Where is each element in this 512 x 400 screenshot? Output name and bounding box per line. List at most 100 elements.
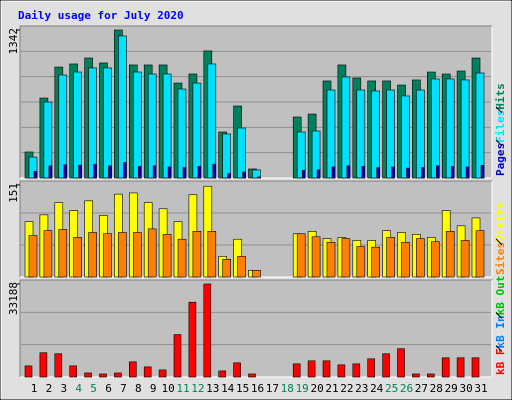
legend-entry: kB In [494, 315, 507, 348]
bar [391, 166, 395, 179]
x-tick-label: 21 [325, 382, 338, 395]
bar [167, 166, 172, 179]
bar [118, 232, 127, 278]
bar [138, 166, 142, 179]
bar [480, 165, 485, 179]
panel [19, 279, 493, 378]
bar [54, 353, 63, 378]
bar [307, 360, 316, 378]
bar [445, 231, 455, 278]
bar [475, 230, 485, 278]
x-tick-label: 4 [75, 382, 82, 395]
bar [84, 372, 92, 378]
bar [237, 255, 246, 278]
bar [103, 67, 112, 179]
bar [192, 82, 202, 179]
bar [311, 130, 321, 179]
bar [63, 164, 68, 179]
bar [192, 231, 202, 278]
bar [430, 241, 440, 278]
x-tick-label: 13 [206, 382, 219, 395]
bar [99, 373, 107, 378]
x-tick-label: 15 [236, 382, 249, 395]
bar [237, 127, 246, 179]
bar [426, 373, 435, 378]
bar [412, 373, 420, 378]
legend-separator [495, 238, 503, 246]
x-tick-label: 31 [474, 382, 487, 395]
bar [416, 89, 425, 179]
bar [441, 357, 450, 378]
bar [371, 246, 381, 278]
x-tick-label: 6 [105, 382, 112, 395]
bar [456, 357, 465, 378]
legend-entry: Sites [494, 242, 507, 275]
bar [173, 334, 182, 378]
bar [58, 229, 68, 278]
legend-entry: kB Out [494, 276, 507, 316]
bar [296, 233, 306, 278]
bar [397, 348, 405, 378]
bar [242, 171, 246, 179]
x-tick-label: 19 [296, 382, 309, 395]
legend-entry: Hits [494, 83, 507, 110]
bar [162, 73, 172, 179]
bar [361, 166, 366, 179]
x-tick-label: 5 [90, 382, 97, 395]
bar [177, 238, 187, 278]
bar [460, 240, 470, 278]
bar [401, 95, 410, 179]
bar [143, 366, 152, 378]
bar [88, 67, 97, 179]
bar [252, 169, 261, 179]
bar [39, 352, 48, 378]
bar [356, 89, 366, 179]
legend-entry: Files [494, 110, 507, 143]
bar [118, 35, 127, 179]
bar [78, 165, 82, 179]
legend-entry: Pages [494, 143, 507, 176]
bar [114, 372, 122, 378]
bar [222, 259, 231, 278]
bar [257, 176, 261, 179]
bar [346, 165, 351, 179]
bar [233, 362, 241, 378]
bar [326, 241, 336, 278]
bar [248, 373, 256, 378]
bar [322, 360, 331, 378]
bar [296, 131, 306, 179]
y-tick-label: 33188 [7, 282, 20, 315]
bar [376, 167, 381, 179]
bar [352, 363, 361, 378]
bar [162, 234, 172, 278]
bar [311, 236, 321, 278]
x-tick-label: 30 [459, 382, 472, 395]
bar [129, 361, 137, 378]
bar [123, 162, 127, 179]
bar [58, 74, 68, 179]
x-tick-label: 11 [176, 382, 189, 395]
bar [218, 370, 226, 378]
legend-separator [495, 345, 503, 352]
bar [406, 167, 410, 179]
y-tick-label: 1342 [7, 28, 20, 55]
bar [133, 71, 142, 179]
bar [450, 166, 455, 179]
bar [401, 241, 410, 278]
bar [212, 163, 217, 179]
bar [207, 231, 217, 278]
bar [108, 165, 112, 179]
bar [24, 365, 33, 378]
legend-separator [495, 312, 503, 319]
bar [416, 238, 425, 278]
bar [301, 169, 306, 179]
x-tick-label: 28 [430, 382, 443, 395]
bar [460, 79, 470, 179]
x-tick-label: 9 [150, 382, 157, 395]
bar [158, 369, 167, 378]
x-tick-label: 7 [120, 382, 127, 395]
bar [73, 71, 82, 179]
bar [152, 165, 157, 179]
bar [182, 167, 187, 179]
bar [48, 165, 53, 179]
